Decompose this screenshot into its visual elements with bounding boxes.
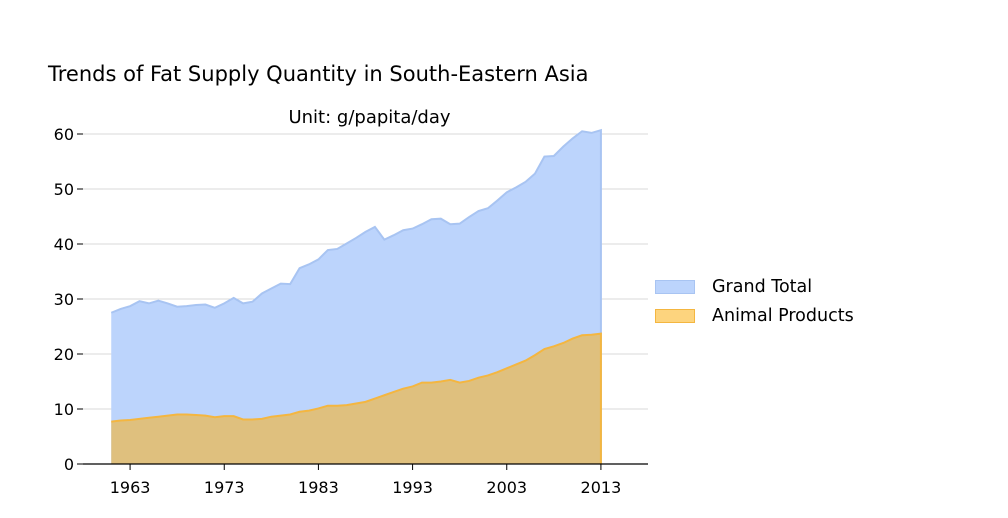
legend: Grand Total Animal Products bbox=[655, 272, 854, 330]
chart-subtitle: Unit: g/papita/day bbox=[288, 107, 451, 128]
y-tick-label-40: 40 bbox=[54, 235, 74, 254]
y-tick-label-30: 30 bbox=[54, 290, 74, 309]
x-tick-label-1963: 1963 bbox=[110, 478, 151, 497]
x-tick-label-2003: 2003 bbox=[486, 478, 527, 497]
x-tick-label-1973: 1973 bbox=[204, 478, 245, 497]
y-tick-label-10: 10 bbox=[54, 400, 74, 419]
line-grand-total bbox=[110, 128, 602, 464]
y-tick-label-0: 0 bbox=[64, 455, 74, 474]
legend-label-grand-total: Grand Total bbox=[712, 276, 813, 297]
chart-title: Trends of Fat Supply Quantity in South-E… bbox=[48, 62, 589, 86]
legend-swatch-animal-products bbox=[655, 308, 695, 323]
y-tick-label-50: 50 bbox=[54, 180, 74, 199]
legend-swatch-grand-total bbox=[655, 279, 695, 294]
area-series bbox=[110, 128, 602, 464]
x-tick-label-1983: 1983 bbox=[298, 478, 339, 497]
legend-label-animal-products: Animal Products bbox=[712, 305, 854, 326]
axes: 0 10 20 30 40 50 60 1963 1973 1983 1993 2003 2013 bbox=[54, 125, 648, 497]
x-tick-label-2013: 2013 bbox=[581, 478, 622, 497]
line-animal-products bbox=[111, 332, 602, 464]
area-animal-products bbox=[111, 333, 601, 464]
legend-item-animal-products: Animal Products bbox=[655, 301, 854, 330]
y-tick-label-60: 60 bbox=[54, 125, 74, 144]
y-tick-label-20: 20 bbox=[54, 345, 74, 364]
legend-item-grand-total: Grand Total bbox=[655, 272, 854, 301]
x-tick-label-1993: 1993 bbox=[392, 478, 433, 497]
